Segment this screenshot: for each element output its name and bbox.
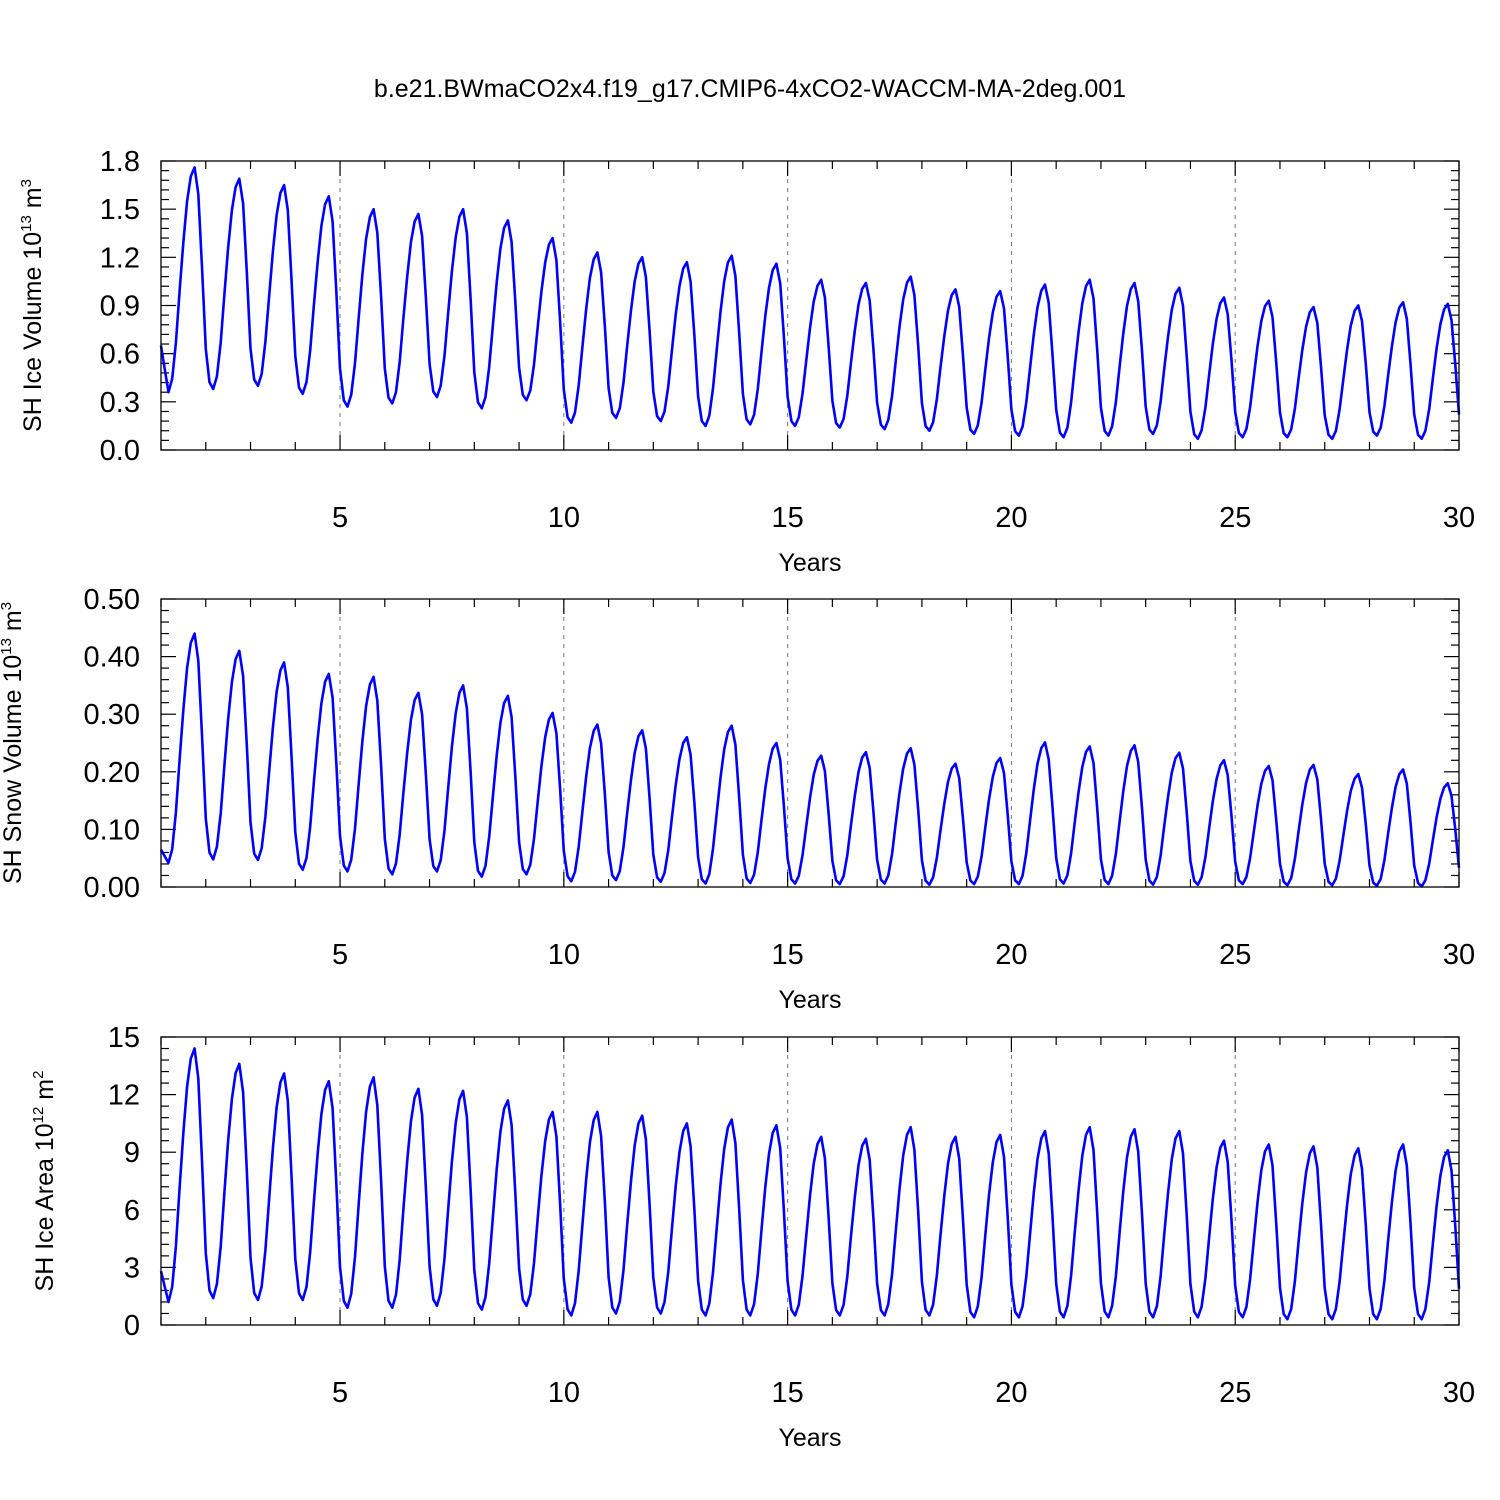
- y-axis-label: SH Ice Area 1012 m2: [30, 1071, 59, 1292]
- y-tick-label: 0: [124, 1310, 140, 1342]
- x-tick-label: 30: [1443, 939, 1475, 971]
- y-tick-label: 1.2: [100, 242, 140, 274]
- x-tick-label: 20: [995, 939, 1027, 971]
- x-tick-label: 30: [1443, 502, 1475, 534]
- x-tick-label: 10: [548, 1377, 580, 1409]
- y-axis-label: SH Ice Volume 1013 m3: [18, 179, 47, 432]
- x-tick-label: 5: [332, 1377, 348, 1409]
- y-tick-label: 0.20: [84, 757, 140, 789]
- x-axis-label: Years: [778, 986, 841, 1014]
- x-tick-label: 20: [995, 502, 1027, 534]
- figure-title: b.e21.BWmaCO2x4.f19_g17.CMIP6-4xCO2-WACC…: [374, 75, 1126, 103]
- x-tick-label: 10: [548, 939, 580, 971]
- y-tick-label: 12: [108, 1080, 140, 1112]
- x-tick-label: 25: [1219, 502, 1251, 534]
- y-tick-label: 3: [124, 1252, 140, 1284]
- y-tick-label: 0.3: [100, 387, 140, 419]
- y-tick-label: 0.40: [84, 642, 140, 674]
- x-tick-label: 20: [995, 1377, 1027, 1409]
- x-axis-label: Years: [778, 1424, 841, 1452]
- y-tick-label: 0.00: [84, 872, 140, 904]
- plot-frame: [160, 598, 1460, 888]
- x-tick-label: 5: [332, 502, 348, 534]
- x-tick-label: 10: [548, 502, 580, 534]
- chart-panel-1: 0.0 0.3 0.6 0.9 1.2 1.5 1.8 5 10 15 20 25 30 Years SH …: [18, 146, 1475, 577]
- y-tick-label: 15: [108, 1022, 140, 1054]
- x-tick-label: 5: [332, 939, 348, 971]
- x-tick-label: 25: [1219, 939, 1251, 971]
- y-tick-label: 1.5: [100, 194, 140, 226]
- plot-frame: [160, 160, 1460, 451]
- series-line: [159, 166, 1461, 441]
- y-tick-label: 0.50: [84, 584, 140, 616]
- y-tick-label: 9: [124, 1137, 140, 1169]
- x-tick-label: 15: [771, 1377, 803, 1409]
- y-tick-label: 0.6: [100, 339, 140, 371]
- y-tick-label: 0.30: [84, 699, 140, 731]
- plot-frame: [160, 1036, 1460, 1326]
- y-tick-label: 1.8: [100, 146, 140, 178]
- y-tick-label: 6: [124, 1195, 140, 1227]
- x-tick-label: 30: [1443, 1377, 1475, 1409]
- series-line: [159, 1047, 1461, 1321]
- x-axis-label: Years: [778, 549, 841, 577]
- chart-panel-2: 0.00 0.10 0.20 0.30 0.40 0.50 5 10 15 20 25 30 Years…: [0, 584, 1475, 1014]
- series-line: [159, 632, 1461, 888]
- y-tick-label: 0.9: [100, 291, 140, 323]
- y-tick-label: 0.0: [100, 435, 140, 467]
- x-tick-label: 15: [771, 939, 803, 971]
- y-tick-label: 0.10: [84, 814, 140, 846]
- x-tick-label: 15: [771, 502, 803, 534]
- y-axis-label: SH Snow Volume 1013 m3: [0, 602, 27, 884]
- chart-panel-3: 0 3 6 9 12 15 5 10 15 20 25 30 Years SH Ice Area 1012…: [30, 1022, 1475, 1452]
- x-tick-label: 25: [1219, 1377, 1251, 1409]
